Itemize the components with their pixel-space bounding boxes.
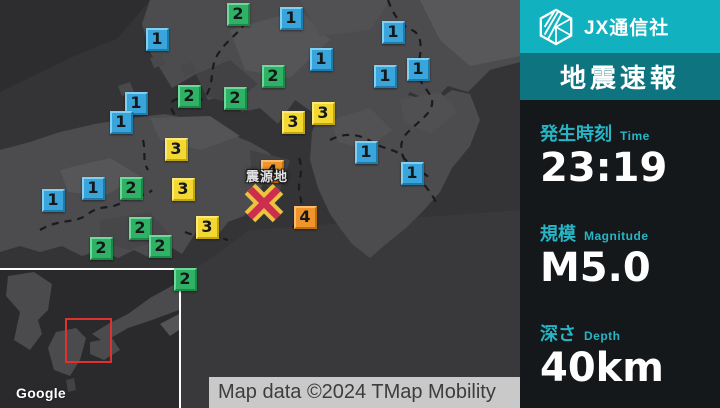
google-logo[interactable]: Google [16,385,67,401]
intensity-marker: 1 [41,188,65,212]
field-depth-label-en: Depth [584,328,621,343]
brand-name: JX通信社 [584,18,670,39]
inset-overview-map [0,268,181,408]
intensity-marker: 3 [164,137,188,161]
intensity-marker: 1 [309,47,333,71]
field-magnitude-value: M5.0 [540,244,651,291]
intensity-marker: 1 [381,20,405,44]
intensity-marker: 2 [226,2,250,26]
field-time: 発生時刻 Time 23:19 [540,120,720,191]
field-depth-label-ja: 深さ [540,323,576,344]
intensity-marker: 1 [81,176,105,200]
intensity-marker: 1 [145,27,169,51]
inset-terrain [0,270,179,408]
alert-title-band: 地震速報 [520,53,720,100]
intensity-marker: 3 [281,110,305,134]
intensity-marker: 3 [311,101,335,125]
intensity-marker: 2 [173,267,197,291]
jx-hexagon-logo-icon [539,8,573,45]
intensity-marker: 3 [171,177,195,201]
intensity-marker: 1 [373,64,397,88]
epicenter-x-icon [244,183,284,223]
intensity-marker: 2 [148,234,172,258]
field-depth: 深さ Depth 40km [540,320,720,391]
intensity-marker: 3 [195,215,219,239]
brand-bar: JX通信社 [520,0,720,53]
field-magnitude-label-en: Magnitude [584,228,649,243]
quake-fields: 発生時刻 Time 23:19 規模 Magnitude M5.0 深さ Dep… [520,100,720,390]
intensity-marker: 1 [109,110,133,134]
field-magnitude-label-ja: 規模 [540,223,576,244]
field-magnitude: 規模 Magnitude M5.0 [540,220,720,291]
intensity-marker: 2 [119,176,143,200]
info-sidebar: JX通信社 地震速報 発生時刻 Time 23:19 規模 Magnitude … [520,0,720,408]
intensity-marker: 2 [177,84,201,108]
epicenter-label: 震源地 [246,169,289,184]
alert-title: 地震速報 [559,63,680,93]
intensity-marker: 4 [260,159,284,183]
intensity-marker: 1 [354,140,378,164]
intensity-marker: 2 [223,86,247,110]
field-time-value: 23:19 [540,145,668,191]
field-time-label-en: Time [620,129,650,143]
field-time-label-ja: 発生時刻 [540,124,612,144]
intensity-marker: 1 [124,91,148,115]
intensity-marker: 2 [261,64,285,88]
intensity-marker: 1 [279,6,303,30]
intensity-marker: 4 [293,205,317,229]
intensity-marker: 1 [400,161,424,185]
intensity-marker: 2 [89,236,113,260]
intensity-marker: 1 [406,57,430,81]
field-depth-value: 40km [540,344,664,391]
intensity-marker: 2 [128,216,152,240]
map-attribution: Map data ©2024 TMap Mobility [209,377,520,408]
inset-focus-rect [65,318,112,363]
